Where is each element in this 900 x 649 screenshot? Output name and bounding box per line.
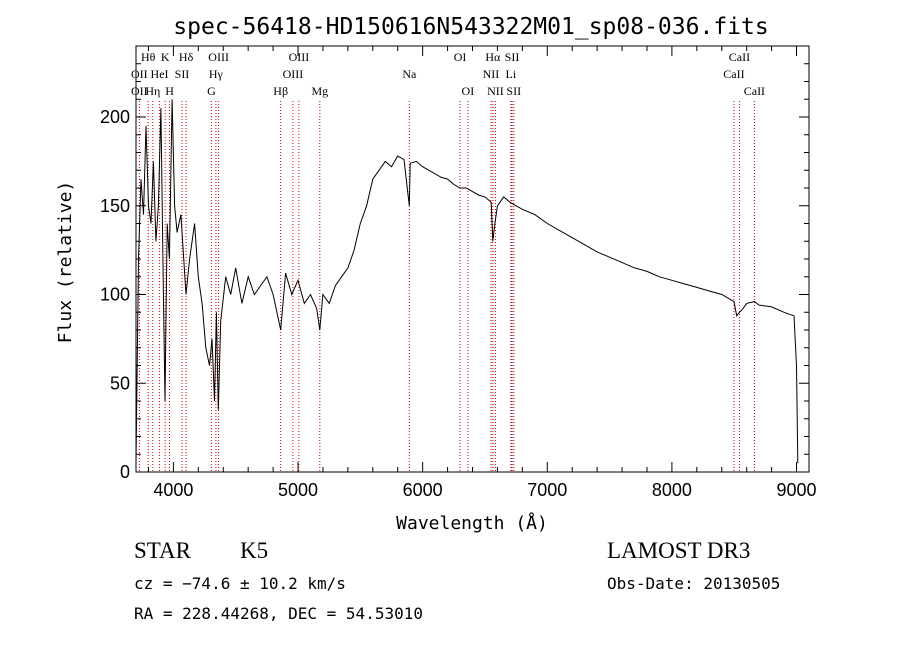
y-tick-label: 50 — [110, 373, 130, 393]
survey-label: LAMOST DR3 — [607, 538, 751, 563]
spectral-line-label: SII — [505, 50, 520, 64]
spectral-line-label: Na — [402, 67, 417, 81]
x-tick-label: 8000 — [652, 480, 692, 500]
y-axis-ticks: 0 50 100 150 200 — [100, 63, 809, 482]
spectral-line-label: OIII — [289, 50, 310, 64]
spectral-line-label: OI — [462, 84, 475, 98]
object-class: STAR — [134, 538, 191, 563]
y-tick-label: 0 — [120, 462, 130, 482]
plot-frame — [135, 45, 810, 473]
spectral-line-label: OII — [131, 84, 148, 98]
chart-title: spec-56418-HD150616N543322M01_sp08-036.f… — [173, 14, 768, 40]
spectral-line-label: Mg — [311, 84, 328, 98]
spectral-line-label: CaII — [729, 50, 750, 64]
spectral-line-label: CaII — [723, 67, 744, 81]
redshift-velocity: cz = −74.6 ± 10.2 km/s — [134, 574, 346, 593]
spectral-line-label: H — [165, 84, 174, 98]
spectral-line-label: Li — [506, 67, 517, 81]
x-tick-label: 4000 — [153, 480, 193, 500]
x-tick-label: 5000 — [278, 480, 318, 500]
spectral-line-label: Hδ — [179, 50, 194, 64]
y-tick-label: 150 — [100, 196, 130, 216]
x-axis-label: Wavelength (Å) — [396, 512, 548, 534]
spectral-line-markers — [138, 101, 755, 472]
y-tick-label: 200 — [100, 107, 130, 127]
spectral-subclass: K5 — [240, 538, 269, 563]
x-tick-label: 6000 — [403, 480, 443, 500]
spectral-line-label: G — [207, 84, 216, 98]
spectral-line-label: Hβ — [273, 84, 288, 98]
spectral-line-label: K — [161, 50, 170, 64]
spectral-line-label: NII — [483, 67, 500, 81]
spectral-line-label: Hθ — [141, 50, 156, 64]
spectral-line-label: OIII — [208, 50, 229, 64]
spectrum-series-line — [135, 99, 799, 464]
spectral-line-label: NII — [487, 84, 504, 98]
coordinates: RA = 228.44268, DEC = 54.53010 — [134, 604, 423, 623]
spectral-line-label: Hα — [485, 50, 501, 64]
y-tick-label: 100 — [100, 285, 130, 305]
spectral-line-label: OI — [454, 50, 467, 64]
spectral-line-label: SII — [506, 84, 521, 98]
spectral-line-label: Hη — [145, 84, 160, 98]
spectral-line-label: CaII — [744, 84, 765, 98]
spectral-line-label: OII — [131, 67, 148, 81]
observation-date: Obs-Date: 20130505 — [607, 574, 781, 593]
spectral-line-label: Hγ — [209, 67, 224, 81]
x-tick-label: 7000 — [527, 480, 567, 500]
y-axis-label: Flux (relative) — [55, 181, 76, 344]
x-axis-ticks: 4000 5000 6000 7000 8000 9000 — [147, 46, 817, 500]
spectral-line-label: HeI — [151, 67, 169, 81]
spectral-line-label: SII — [175, 67, 190, 81]
spectral-line-label: OIII — [283, 67, 304, 81]
x-tick-label: 9000 — [777, 480, 817, 500]
